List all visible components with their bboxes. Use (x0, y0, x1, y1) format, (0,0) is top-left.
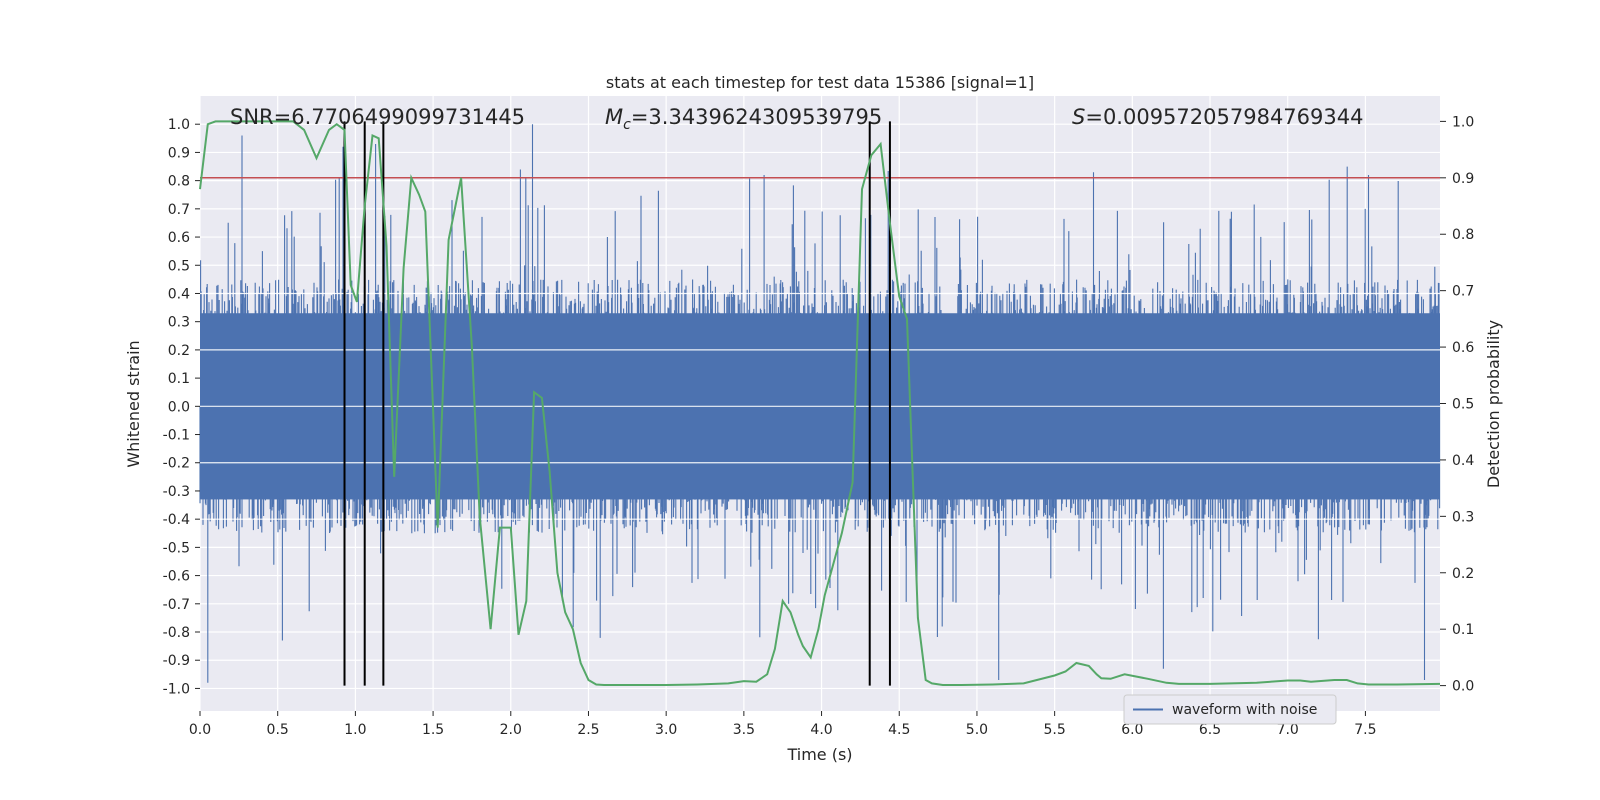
chirp-mass-annotation: Mc=3.3439624309539795 (605, 105, 882, 133)
y-tick-label: -0.1 (163, 428, 190, 444)
y-tick-label: -0.7 (163, 597, 190, 613)
y2-tick-label: 1.0 (1452, 114, 1474, 130)
x-tick-label: 2.0 (500, 722, 522, 738)
x-tick-label: 2.5 (577, 722, 599, 738)
y2-axis-label: Detection probability (1484, 320, 1503, 488)
s-symbol: S (1072, 105, 1085, 129)
x-tick-label: 4.0 (810, 722, 832, 738)
x-tick-label: 5.5 (1044, 722, 1066, 738)
y2-tick-label: 0.5 (1452, 397, 1474, 413)
chirp-mass-symbol: M (605, 105, 623, 129)
y2-tick-label: 0.3 (1452, 509, 1474, 525)
y-tick-label: 0.6 (168, 230, 190, 246)
x-axis-label: Time (s) (786, 745, 852, 764)
y2-axis-ticks: 1.0 0.9 0.8 0.7 0.6 0.5 0.4 0.3 0.2 0.1 0.0 (1440, 114, 1474, 695)
y-tick-label: 0.2 (168, 343, 190, 359)
legend-label: waveform with noise (1172, 702, 1317, 718)
y-tick-label: 0.3 (168, 315, 190, 331)
y2-tick-label: 0.6 (1452, 340, 1474, 356)
y-tick-label: -0.4 (163, 512, 190, 528)
probability-series (199, 120, 1441, 686)
y-tick-label: 0.1 (168, 371, 190, 387)
y-tick-label: 0.5 (168, 258, 190, 274)
s-annotation: S=0.009572057984769344 (1072, 105, 1363, 129)
y-tick-label: 0.8 (168, 174, 190, 190)
legend-box (1123, 694, 1337, 725)
chirp-mass-value: =3.3439624309539795 (631, 105, 882, 129)
y2-tick-label: 0.9 (1452, 171, 1474, 187)
x-tick-label: 5.0 (966, 722, 988, 738)
y2-tick-label: 0.1 (1452, 622, 1474, 638)
x-tick-label: 4.5 (888, 722, 910, 738)
x-tick-label: 7.0 (1277, 722, 1299, 738)
legend: waveform with noise (1123, 694, 1337, 725)
y-tick-label: -0.8 (163, 625, 190, 641)
snr-annotation: SNR=6.7706499099731445 (230, 105, 525, 129)
x-tick-label: 6.0 (1121, 722, 1143, 738)
x-axis-ticks: 0.0 0.5 1.0 1.5 2.0 2.5 3.0 3.5 4.0 4.5 5.0 5.5 6.0 6… (189, 711, 1377, 738)
y-tick-label: -1.0 (163, 681, 190, 697)
x-tick-label: 7.5 (1354, 722, 1376, 738)
y-tick-label: 0.7 (168, 202, 190, 218)
waveform-series (199, 124, 1441, 683)
y-tick-label: 0.4 (168, 286, 190, 302)
y2-tick-label: 0.4 (1452, 453, 1474, 469)
y-tick-label: -0.3 (163, 484, 190, 500)
s-value: =0.009572057984769344 (1085, 105, 1363, 129)
y-axis-ticks: 1.0 0.9 0.8 0.7 0.6 0.5 0.4 0.3 0.2 0.1 0.0 -0.1 -0.… (163, 117, 200, 697)
y-tick-label: -0.9 (163, 653, 190, 669)
x-tick-label: 0.5 (267, 722, 289, 738)
y2-tick-label: 0.7 (1452, 284, 1474, 300)
y2-tick-label: 0.8 (1452, 227, 1474, 243)
y-tick-label: -0.2 (163, 456, 190, 472)
y-tick-label: 0.9 (168, 145, 190, 161)
x-tick-label: 0.0 (189, 722, 211, 738)
y-tick-label: 0.0 (168, 399, 190, 415)
chart-title: stats at each timestep for test data 153… (606, 73, 1034, 92)
y-axis-label: Whitened strain (124, 340, 143, 467)
y-tick-label: -0.6 (163, 569, 190, 585)
chirp-mass-subscript: c (623, 117, 631, 133)
y-tick-label: 1.0 (168, 117, 190, 133)
x-tick-label: 1.0 (344, 722, 366, 738)
y-tick-label: -0.5 (163, 540, 190, 556)
y2-tick-label: 0.0 (1452, 679, 1474, 695)
x-tick-label: 3.5 (733, 722, 755, 738)
y2-tick-label: 0.2 (1452, 566, 1474, 582)
x-tick-label: 6.5 (1199, 722, 1221, 738)
x-tick-label: 1.5 (422, 722, 444, 738)
x-tick-label: 3.0 (655, 722, 677, 738)
